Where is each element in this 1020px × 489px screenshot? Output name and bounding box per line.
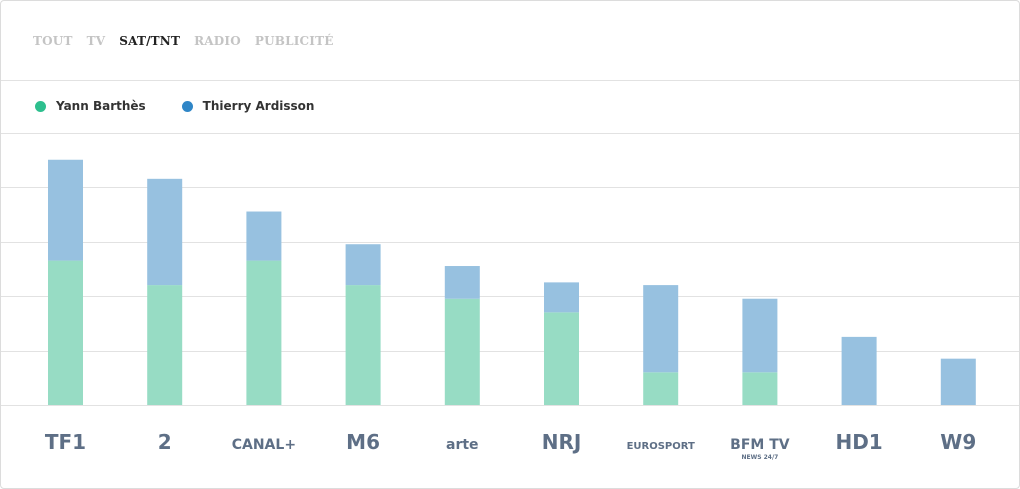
- bar-series-1: [444, 298, 480, 405]
- bar-series-1: [147, 285, 183, 405]
- category-label: BFM TV: [730, 437, 790, 453]
- tab-publicite[interactable]: PUBLICITÉ: [254, 34, 334, 48]
- bar-series-2: [544, 282, 579, 313]
- category-sublabel: NEWS 24/7: [741, 454, 778, 461]
- bar-series-2: [742, 298, 778, 373]
- w9-logo: W9: [940, 430, 976, 454]
- tab-tv[interactable]: TV: [86, 34, 106, 48]
- bar-series-1: [544, 312, 579, 405]
- tab-radio[interactable]: RADIO: [194, 34, 241, 48]
- series-1-dot-icon: [35, 100, 46, 112]
- category-label: W9: [940, 430, 976, 454]
- series-2-dot-icon: [181, 100, 193, 112]
- category-label: EUROSPORT: [627, 441, 695, 452]
- bar-series-1: [48, 260, 83, 405]
- legend-label-series-2: Thierry Ardisson: [202, 99, 315, 113]
- bar-series-2: [147, 178, 183, 286]
- canal-plus-logo: CANAL+: [232, 437, 296, 453]
- bar-series-2: [444, 266, 480, 299]
- bar-series-1: [246, 260, 282, 405]
- eurosport-logo: EUROSPORT: [627, 441, 695, 452]
- bar-series-2: [345, 244, 381, 286]
- bar-series-2: [841, 336, 877, 405]
- bar-series-1: [345, 285, 381, 405]
- category-label: NRJ: [542, 430, 582, 454]
- legend-item-series-2[interactable]: Thierry Ardisson: [181, 99, 315, 113]
- legend-label-series-1: Yann Barthès: [56, 99, 146, 113]
- hd1-logo: HD1: [835, 430, 882, 454]
- tab-sat-tnt[interactable]: SAT/TNT: [119, 34, 181, 48]
- bar-series-2: [643, 285, 679, 373]
- nrj12-logo: NRJ: [542, 430, 582, 454]
- bar-series-1: [643, 372, 679, 405]
- bar-series-2: [246, 211, 282, 261]
- category-label: 2: [158, 430, 172, 454]
- tabs-divider: [1, 80, 1019, 81]
- bar-series-2: [940, 358, 976, 405]
- category-label: M6: [346, 430, 380, 454]
- m6-logo: M6: [346, 430, 380, 454]
- arte-logo: arte: [446, 437, 479, 453]
- legend-item-series-1[interactable]: Yann Barthès: [35, 99, 146, 113]
- france2-logo: 2: [158, 430, 172, 454]
- category-label: HD1: [835, 430, 882, 454]
- category-label: arte: [446, 437, 479, 453]
- chart-legend: Yann Barthès Thierry Ardisson: [35, 99, 314, 113]
- category-label: TF1: [45, 430, 86, 454]
- bar-series-1: [742, 372, 778, 405]
- filter-tabs: TOUT TV SAT/TNT RADIO PUBLICITÉ: [33, 34, 334, 52]
- category-label: CANAL+: [232, 437, 296, 453]
- bar-series-2: [48, 159, 83, 261]
- tf1-logo: TF1: [45, 430, 86, 454]
- tab-tout[interactable]: TOUT: [33, 34, 73, 48]
